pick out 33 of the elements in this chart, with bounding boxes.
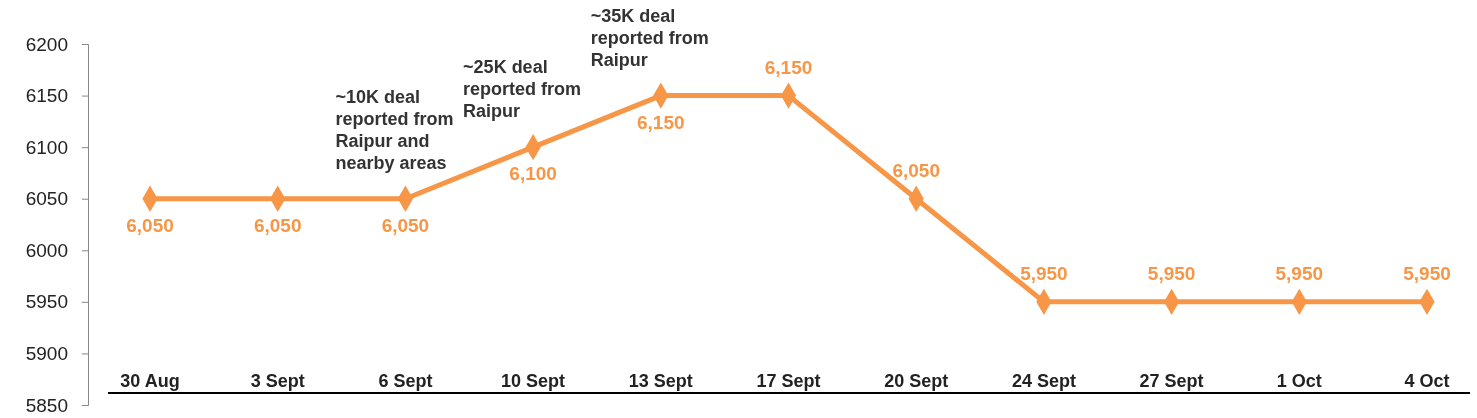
x-tick-label: 24 Sept [1011, 371, 1076, 391]
annotation: ~25K deal reported from Raipur [463, 57, 582, 122]
data-label: 5,950 [1275, 262, 1324, 284]
annotation: ~35K deal reported from Raipur [590, 5, 709, 70]
y-tick-label: 5950 [25, 291, 68, 313]
y-tick-label: 6100 [25, 136, 68, 158]
data-label: 5,950 [1020, 262, 1068, 284]
x-tick-label: 17 Sept [756, 371, 821, 391]
x-tick-label: 13 Sept [628, 371, 693, 391]
x-tick-label: 27 Sept [1139, 371, 1204, 391]
x-tick-label: 20 Sept [884, 371, 949, 391]
data-label: 6,050 [253, 214, 302, 236]
x-tick-label: 3 Sept [250, 371, 305, 391]
y-tick-label: 5850 [25, 394, 68, 416]
y-tick-label: 6200 [25, 33, 68, 55]
data-label: 5,950 [1147, 262, 1196, 284]
x-tick-label: 4 Oct [1404, 371, 1450, 391]
data-label: 6,150 [764, 56, 813, 78]
x-tick-label: 30 Aug [120, 371, 180, 391]
data-label: 6,050 [892, 159, 940, 181]
data-label: 6,050 [381, 214, 430, 236]
data-label: 6,050 [126, 214, 174, 236]
y-tick-label: 5900 [25, 343, 68, 365]
x-tick-label: 10 Sept [501, 371, 566, 391]
annotation: ~10K deal reported from Raipur and nearby areas [335, 86, 454, 173]
x-tick-label: 6 Sept [378, 371, 433, 391]
data-label: 6,150 [637, 111, 685, 133]
y-tick-label: 6150 [25, 85, 68, 107]
x-tick-label: 1 Oct [1276, 371, 1322, 391]
y-tick-label: 6050 [25, 188, 68, 210]
data-label: 5,950 [1403, 262, 1451, 284]
data-label: 6,100 [509, 163, 557, 185]
y-tick-label: 6000 [25, 239, 68, 261]
